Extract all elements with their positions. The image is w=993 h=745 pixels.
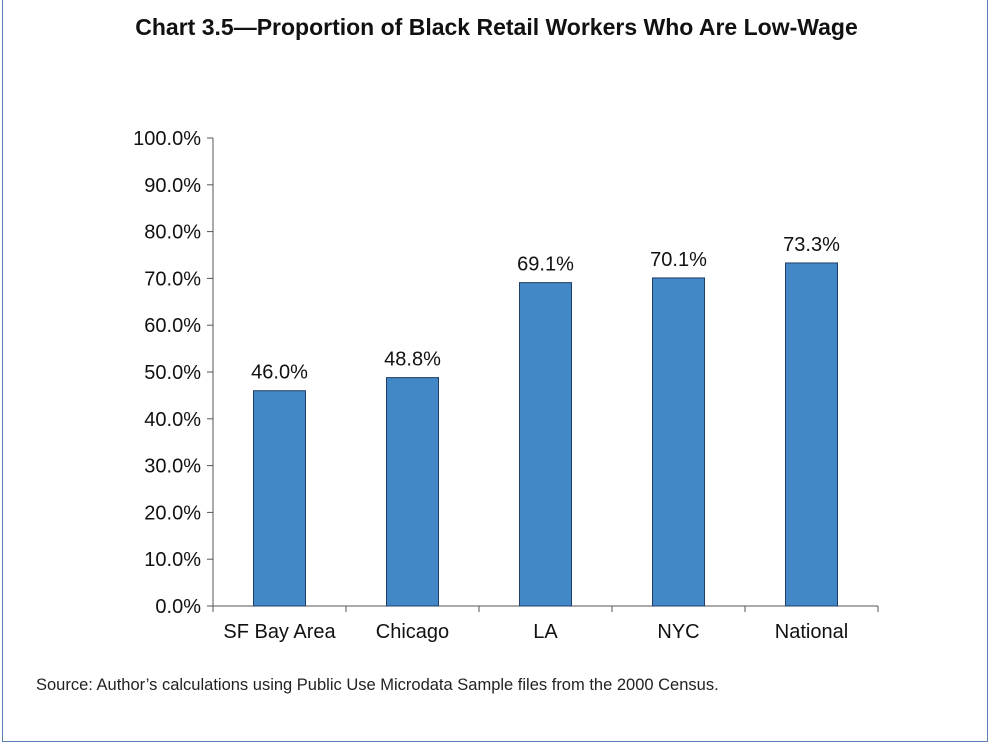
y-tick-label: 0.0% <box>155 596 201 618</box>
y-tick-label: 30.0% <box>144 456 201 478</box>
y-tick-label: 80.0% <box>144 222 201 244</box>
y-tick-label: 10.0% <box>144 549 201 571</box>
bar-la <box>519 282 572 607</box>
data-label: 73.3% <box>783 234 840 256</box>
bar-nyc <box>652 277 705 607</box>
bar-national <box>785 262 838 607</box>
chart-title: Chart 3.5—Proportion of Black Retail Wor… <box>135 14 858 40</box>
data-labels: 46.0% 48.8% 69.1% 70.1% 73.3% <box>251 234 840 384</box>
bar-chicago <box>386 377 439 607</box>
data-label: 69.1% <box>517 254 574 276</box>
source-note: Source: Author’s calculations using Publ… <box>36 676 719 694</box>
x-tick-label: National <box>775 621 848 643</box>
x-tick-label: Chicago <box>376 621 449 643</box>
data-label: 46.0% <box>251 362 308 384</box>
bars <box>253 262 838 607</box>
y-tick-label: 70.0% <box>144 268 201 290</box>
bar-sf-bay-area <box>253 390 306 607</box>
data-label: 48.8% <box>384 349 441 371</box>
axes: 0.0% 10.0% 20.0% 30.0% 40.0% 50.0% 60.0% 70.0% 8… <box>133 128 879 643</box>
y-tick-label: 90.0% <box>144 175 201 197</box>
y-tick-label: 20.0% <box>144 502 201 524</box>
y-tick-label: 60.0% <box>144 315 201 337</box>
y-tick-label: 50.0% <box>144 362 201 384</box>
y-tick-label: 100.0% <box>133 128 201 150</box>
y-tick-label: 40.0% <box>144 409 201 431</box>
x-tick-label: LA <box>533 621 558 643</box>
x-tick-label: SF Bay Area <box>223 621 336 643</box>
data-label: 70.1% <box>650 249 707 271</box>
x-tick-label: NYC <box>657 621 699 643</box>
